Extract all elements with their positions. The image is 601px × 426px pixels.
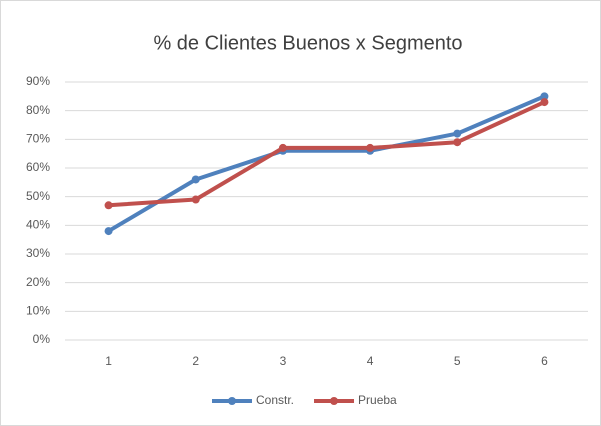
y-tick-label: 10% [26,304,50,318]
series-line [107,94,546,233]
data-point [191,195,200,204]
legend-marker [228,397,236,405]
y-tick-label: 90% [26,74,50,88]
y-tick-label: 0% [33,332,51,346]
y-tick-label: 40% [26,218,50,232]
data-point [104,227,113,236]
y-tick-label: 30% [26,246,50,260]
legend-label: Prueba [358,393,397,407]
x-tick-label: 1 [105,354,112,368]
series-line [108,100,546,208]
y-tick-label: 50% [26,189,50,203]
data-point [104,201,113,210]
x-tick-label: 4 [367,354,374,368]
data-point [278,143,287,152]
y-tick-label: 70% [26,132,50,146]
legend-marker [330,397,339,405]
data-point [540,92,549,101]
data-point [453,129,462,138]
x-tick-label: 3 [280,354,287,368]
chart-title: % de Clientes Buenos x Segmento [153,32,462,54]
x-tick-label: 6 [541,354,548,368]
y-tick-label: 80% [26,103,50,117]
data-point [191,175,200,184]
data-point [366,143,375,152]
y-tick-label: 60% [26,160,50,174]
legend-label: Constr. [256,393,294,407]
data-point [453,138,462,147]
y-tick-label: 20% [26,275,50,289]
x-tick-label: 5 [454,354,461,368]
x-tick-label: 2 [192,354,199,368]
data-point [540,98,549,107]
